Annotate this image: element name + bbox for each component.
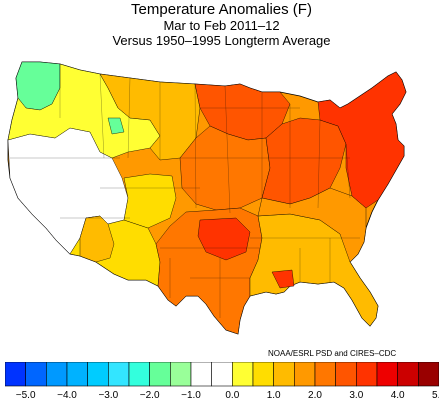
legend-swatch: [273, 362, 295, 387]
legend-tick-label: 1.0: [267, 390, 281, 400]
legend-tick-label: 3.0: [349, 390, 363, 400]
region-northeast: [317, 71, 407, 209]
map-title: Temperature Anomalies (F): [131, 1, 312, 18]
us-anomaly-map: [7, 61, 407, 335]
legend-swatch: [190, 362, 212, 387]
legend-tick-label: 5.0: [432, 390, 439, 400]
region-arizona: [79, 215, 115, 263]
legend-swatch: [211, 362, 233, 387]
legend-swatch: [335, 362, 357, 387]
credit-text: NOAA/ESRL PSD and CIRES–CDC: [268, 349, 397, 358]
legend-swatch: [108, 362, 130, 387]
legend-swatch: [376, 362, 398, 387]
region-colorado: [123, 173, 177, 229]
legend-swatch: [46, 362, 68, 387]
legend-boxes: [5, 362, 439, 387]
legend-tick-label: 2.0: [308, 390, 322, 400]
legend-swatch: [294, 362, 316, 387]
legend-swatch: [170, 362, 192, 387]
legend-tick-label: −5.0: [16, 390, 36, 400]
legend-swatch: [5, 362, 26, 387]
title-block: Temperature Anomalies (F) Mar to Feb 201…: [0, 0, 443, 48]
legend-tick-label: −4.0: [57, 390, 77, 400]
legend-swatch: [66, 362, 88, 387]
region-idaho-green: [107, 117, 125, 135]
color-legend: −5.0 −4.0 −3.0 −2.0 −1.0 0.0 1.0 2.0 3.0 4.0 5.0: [5, 362, 439, 400]
legend-swatch: [149, 362, 171, 387]
region-north-texas-hot: [197, 217, 251, 261]
region-southeast: [257, 187, 367, 263]
map-subtitle-baseline: Versus 1950–1995 Longterm Average: [112, 33, 331, 48]
legend-swatch: [252, 362, 274, 387]
region-louisiana-hot: [271, 269, 295, 289]
legend-swatch: [356, 362, 378, 387]
legend-swatch: [418, 362, 439, 387]
legend-swatch: [87, 362, 109, 387]
legend-tick-label: 0.0: [225, 390, 239, 400]
legend-labels: −5.0 −4.0 −3.0 −2.0 −1.0 0.0 1.0 2.0 3.0 4.0 5.0: [16, 390, 439, 400]
map-subtitle: Mar to Feb 2011–12: [163, 18, 280, 33]
legend-tick-label: 4.0: [391, 390, 405, 400]
legend-swatch: [314, 362, 336, 387]
legend-swatch: [25, 362, 47, 387]
legend-tick-label: −1.0: [181, 390, 201, 400]
legend-swatch: [128, 362, 150, 387]
legend-tick-label: −3.0: [98, 390, 118, 400]
legend-swatch: [232, 362, 254, 387]
division-lines: [10, 64, 360, 318]
legend-tick-label: −2.0: [140, 390, 160, 400]
legend-swatch: [397, 362, 419, 387]
